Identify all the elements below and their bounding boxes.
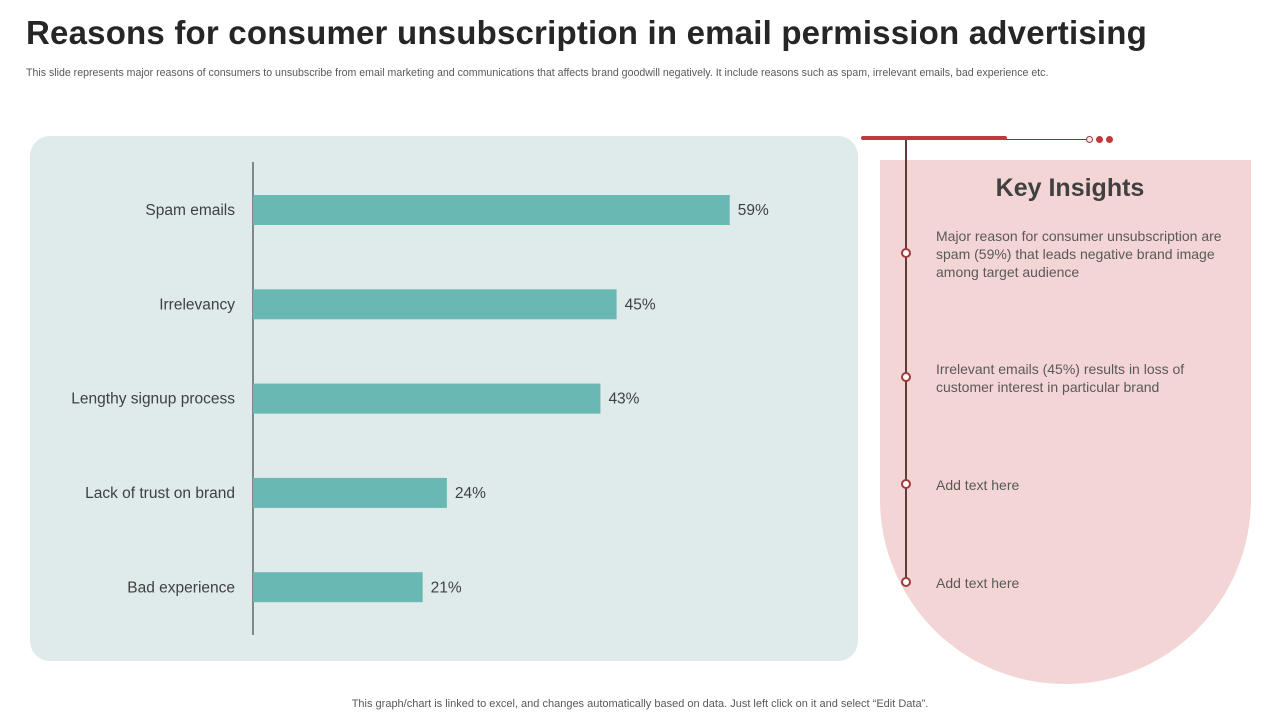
value-label-0: 59%	[738, 202, 769, 219]
category-label-4: Bad experience	[127, 579, 235, 596]
category-label-2: Lengthy signup process	[71, 391, 235, 408]
category-label-3: Lack of trust on brand	[85, 485, 235, 502]
footer-note: This graph/chart is linked to excel, and…	[351, 698, 929, 710]
decor-dot-1	[1086, 136, 1093, 143]
insight-text-4: Add text here	[936, 575, 1020, 591]
insight-text-1: Major reason for consumer unsubscription…	[936, 228, 1222, 280]
value-label-3: 24%	[455, 485, 486, 502]
value-label-4: 21%	[431, 579, 462, 596]
insight-text-2: Irrelevant emails (45%) results in loss …	[936, 361, 1185, 395]
value-label-2: 43%	[608, 391, 639, 408]
insights-top-bar	[861, 136, 1007, 140]
insights-panel	[880, 160, 1251, 684]
timeline-node-3	[901, 479, 911, 489]
insight-text-3: Add text here	[936, 477, 1020, 493]
value-label-1: 45%	[625, 296, 656, 313]
decor-dot-3	[1106, 136, 1113, 143]
bar-chart: Spam emails 59% Irrelevancy 45% Lengthy sign…	[71, 162, 769, 635]
timeline-node-2	[901, 372, 911, 382]
bar-3	[253, 477, 447, 508]
timeline-node-1	[901, 248, 911, 258]
bar-1	[253, 289, 617, 320]
chart-panel: Spam emails 59% Irrelevancy 45% Lengthy sign…	[30, 136, 858, 661]
bar-4	[253, 572, 423, 603]
decor-dot-2	[1096, 136, 1103, 143]
page-subtitle: This slide represents major reasons of c…	[26, 67, 1049, 79]
category-label-1: Irrelevancy	[159, 296, 235, 313]
insights-title: Key Insights	[995, 174, 1145, 202]
category-label-0: Spam emails	[145, 202, 235, 219]
bar-0	[253, 195, 730, 225]
insights-top-line	[1006, 139, 1090, 140]
timeline-node-4	[901, 577, 911, 587]
page-title: Reasons for consumer unsubscription in e…	[26, 14, 1147, 51]
bar-2	[253, 383, 601, 414]
timeline-line	[905, 140, 907, 582]
